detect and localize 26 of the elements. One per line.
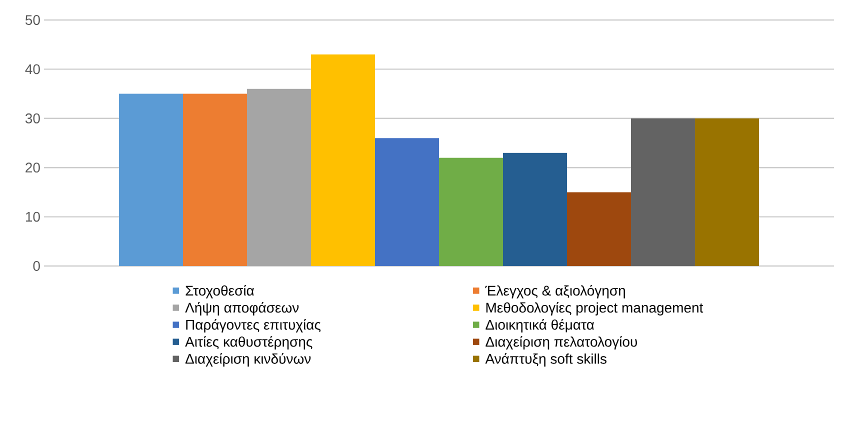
y-tick-label: 30	[25, 113, 40, 124]
bar	[630, 118, 695, 266]
bar	[566, 192, 631, 266]
y-tick-label: 50	[25, 15, 40, 25]
y-tick-label: 10	[26, 212, 40, 222]
legend-label: Παράγοντες επιτυχίας	[186, 319, 321, 332]
bar	[502, 152, 567, 266]
y-tick-label: 0	[33, 261, 40, 271]
bar	[439, 158, 503, 266]
legend-label: Αιτίες καθυστέρησης	[185, 336, 312, 350]
y-tick-label: 20	[26, 162, 40, 173]
legend-label: Διοικητικά θέματα	[486, 319, 594, 332]
bar	[375, 138, 439, 266]
legend-label: Λήψη αποφάσεων	[185, 302, 299, 316]
legend-label: Στοχοθεσία	[186, 284, 254, 298]
y-tick-label: 40	[25, 64, 40, 74]
legend-label: Διαχείριση πελατολογίου	[486, 336, 637, 350]
legend-label: Έλεγχος & αξιολόγηση	[485, 284, 625, 298]
legend-label: Μεθοδολογίες project management	[486, 302, 704, 316]
bar	[311, 54, 375, 266]
legend-label: Διαχείριση κινδύνων	[185, 353, 311, 367]
legend-label: Ανάπτυξη soft skills	[485, 353, 606, 367]
bar	[247, 88, 311, 266]
bar	[694, 118, 759, 266]
bar	[119, 94, 183, 266]
bar	[183, 94, 247, 266]
